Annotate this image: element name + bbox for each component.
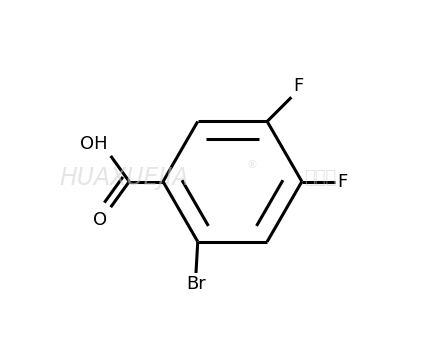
Text: HUAXUEJIA: HUAXUEJIA [60, 166, 189, 190]
Text: ®: ® [247, 161, 258, 171]
Text: 化学加: 化学加 [304, 169, 336, 187]
Text: F: F [293, 77, 304, 95]
Text: Br: Br [186, 275, 206, 293]
Text: OH: OH [80, 135, 108, 153]
Text: F: F [337, 173, 347, 190]
Text: O: O [93, 211, 107, 229]
